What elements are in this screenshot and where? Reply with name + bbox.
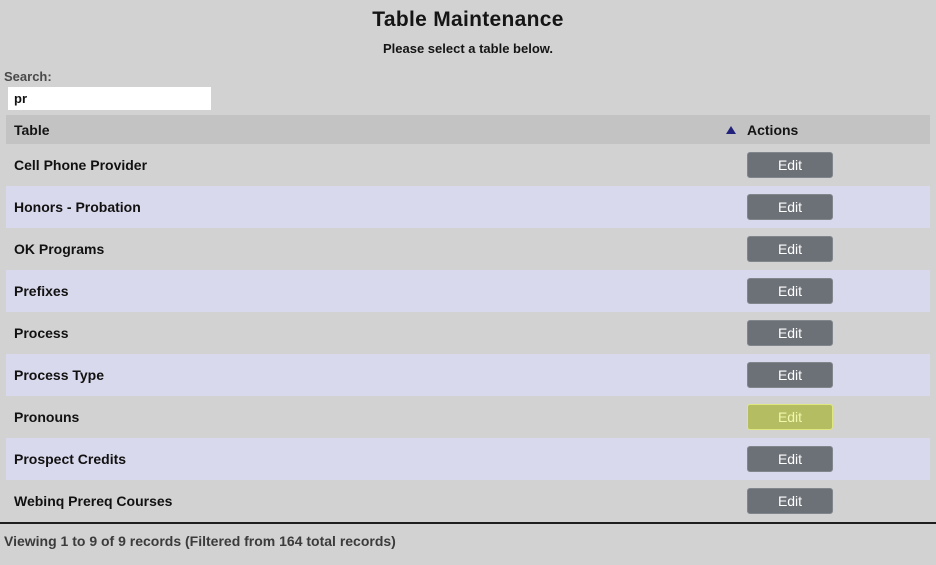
sort-ascending-icon	[726, 125, 736, 134]
table-row: Cell Phone Provider Edit	[6, 144, 930, 186]
search-area: Search:	[0, 69, 936, 110]
records-status: Viewing 1 to 9 of 9 records (Filtered fr…	[0, 522, 936, 549]
search-label: Search:	[4, 69, 52, 84]
table-name-cell: Process Type	[14, 367, 105, 383]
table-name-cell: Pronouns	[14, 409, 80, 425]
table-row: Process Edit	[6, 312, 930, 354]
actions-cell: Edit	[747, 270, 930, 312]
table-name-cell: Prospect Credits	[14, 451, 127, 467]
page-title: Table Maintenance	[372, 8, 564, 31]
table-row: Process Type Edit	[6, 354, 930, 396]
column-header-table-label: Table	[14, 121, 50, 138]
column-header-actions-label: Actions	[747, 121, 799, 138]
actions-cell: Edit	[747, 312, 930, 354]
table-name-cell: Cell Phone Provider	[14, 157, 148, 173]
table-row: Webinq Prereq Courses Edit	[6, 480, 930, 522]
edit-button[interactable]: Edit	[747, 278, 833, 304]
edit-button[interactable]: Edit	[747, 236, 833, 262]
search-input[interactable]	[8, 87, 211, 110]
edit-button[interactable]: Edit	[747, 446, 833, 472]
table-name-cell: OK Programs	[14, 241, 105, 257]
column-header-table[interactable]: Table	[6, 115, 747, 144]
table-row: Honors - Probation Edit	[6, 186, 930, 228]
edit-button[interactable]: Edit	[747, 362, 833, 388]
table-name-cell: Webinq Prereq Courses	[14, 493, 173, 509]
table-header-row: Table Actions	[6, 115, 930, 144]
column-header-actions: Actions	[747, 115, 930, 144]
table-name-cell: Prefixes	[14, 283, 69, 299]
edit-button[interactable]: Edit	[747, 194, 833, 220]
table-body: Cell Phone Provider Edit Honors - Probat…	[6, 144, 930, 522]
actions-cell: Edit	[747, 396, 930, 438]
actions-cell: Edit	[747, 480, 930, 522]
actions-cell: Edit	[747, 354, 930, 396]
table-maintenance-page: Table Maintenance Please select a table …	[0, 8, 936, 549]
actions-cell: Edit	[747, 186, 930, 228]
actions-cell: Edit	[747, 144, 930, 186]
table-name-cell: Honors - Probation	[14, 199, 141, 215]
table-row: Prospect Credits Edit	[6, 438, 930, 480]
edit-button[interactable]: Edit	[747, 488, 833, 514]
tables-list: Table Actions Cell Phone Provider Edit H…	[6, 115, 930, 522]
edit-button[interactable]: Edit	[747, 152, 833, 178]
table-row: Pronouns Edit	[6, 396, 930, 438]
table-row: Prefixes Edit	[6, 270, 930, 312]
table-name-cell: Process	[14, 325, 69, 341]
actions-cell: Edit	[747, 228, 930, 270]
actions-cell: Edit	[747, 438, 930, 480]
edit-button[interactable]: Edit	[747, 404, 833, 430]
edit-button[interactable]: Edit	[747, 320, 833, 346]
table-row: OK Programs Edit	[6, 228, 930, 270]
page-subtitle: Please select a table below.	[382, 41, 554, 56]
